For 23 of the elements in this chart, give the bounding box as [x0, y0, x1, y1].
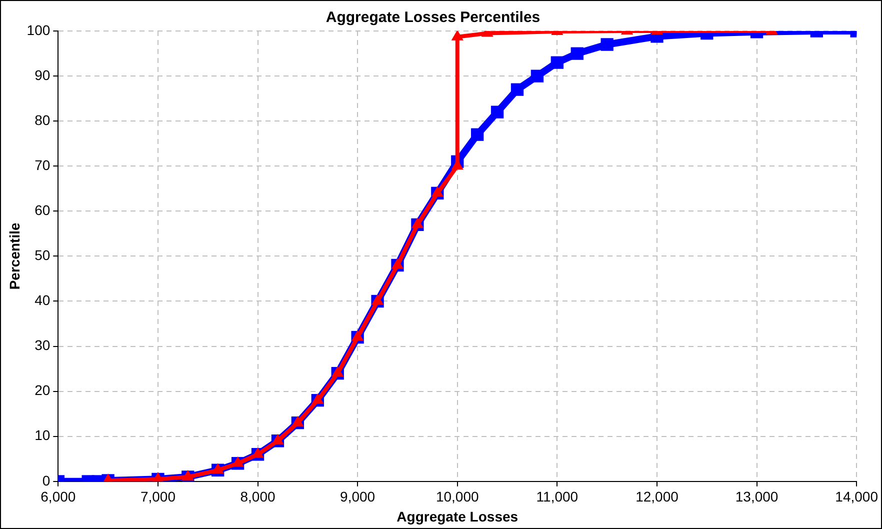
y-tick-label: 40	[34, 292, 50, 308]
y-tick-label: 100	[26, 22, 50, 38]
x-tick-label: 6,000	[40, 488, 76, 505]
y-axis-title: Percentile	[6, 222, 22, 290]
x-tick-label: 10,000	[436, 488, 479, 505]
x-axis-title: Aggregate Losses	[396, 508, 518, 524]
x-tick-label: 8,000	[240, 488, 276, 505]
y-tick-label: 90	[34, 66, 50, 83]
x-tick-label: 12,000	[636, 488, 679, 505]
chart-title: Aggregate Losses Percentiles	[326, 9, 540, 26]
y-tick-label: 30	[34, 337, 50, 354]
x-tick-label: 9,000	[340, 488, 376, 505]
y-tick-label: 60	[34, 202, 50, 218]
x-tick-label: 13,000	[735, 488, 778, 505]
y-tick-label: 10	[34, 427, 50, 444]
x-tick-label: 7,000	[140, 488, 176, 505]
x-tick-label: 11,000	[536, 488, 578, 505]
y-tick-label: 70	[34, 156, 50, 173]
y-tick-label: 80	[34, 112, 50, 128]
x-tick-label: 14,000	[835, 488, 878, 505]
y-tick-label: 0	[42, 472, 50, 488]
y-tick-label: 50	[34, 247, 50, 264]
y-tick-label: 20	[34, 382, 50, 398]
